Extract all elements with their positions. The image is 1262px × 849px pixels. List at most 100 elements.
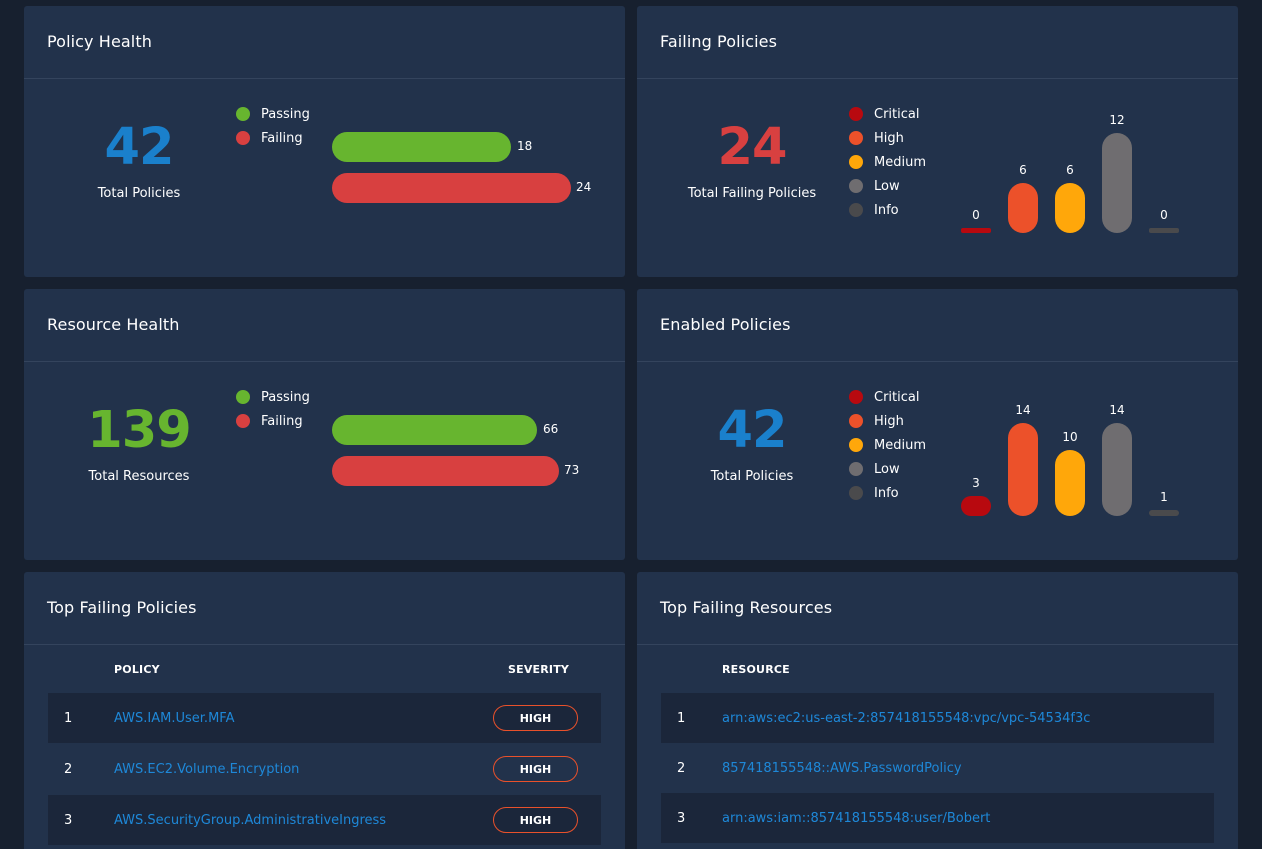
card-title: Enabled Policies <box>637 289 1238 362</box>
table-row[interactable]: 1 AWS.IAM.User.MFA HIGH <box>48 693 601 743</box>
legend-item-low[interactable]: Low <box>849 457 926 481</box>
low-bar[interactable] <box>1102 423 1132 516</box>
info-bar-value: 0 <box>1160 208 1168 222</box>
info-bar-value: 1 <box>1160 490 1168 504</box>
row-number: 1 <box>64 710 73 726</box>
high-bar[interactable] <box>1008 423 1038 516</box>
failing-bar-value: 24 <box>576 180 592 194</box>
card-title: Top Failing Resources <box>637 572 1238 645</box>
severity-badge: HIGH <box>493 705 578 731</box>
failing-policies-card: Failing Policies 24 Total Failing Polici… <box>637 6 1238 277</box>
legend: Critical High Medium Low Info <box>849 102 926 222</box>
legend-item-info[interactable]: Info <box>849 198 926 222</box>
total-enabled-label: Total Policies <box>710 469 794 484</box>
low-bar[interactable] <box>1102 133 1132 233</box>
failing-dot-icon <box>236 131 250 145</box>
table-row[interactable]: 1 arn:aws:ec2:us-east-2:857418155548:vpc… <box>661 693 1214 743</box>
passing-bar-value: 18 <box>517 139 533 153</box>
info-dot-icon <box>849 486 863 500</box>
table-row[interactable]: 2 AWS.EC2.Volume.Encryption HIGH <box>48 744 601 794</box>
total-resources-count: 139 <box>87 401 191 460</box>
policy-health-card: Policy Health 42 Total Policies Passing … <box>24 6 625 277</box>
legend-item-failing[interactable]: Failing <box>236 409 310 433</box>
legend: Critical High Medium Low Info <box>849 385 926 505</box>
critical-bar[interactable] <box>961 496 991 516</box>
column-header-resource[interactable]: RESOURCE <box>722 663 790 676</box>
failing-bar[interactable] <box>332 456 559 486</box>
row-number: 2 <box>677 760 686 776</box>
legend: Passing Failing <box>236 385 310 433</box>
passing-bar[interactable] <box>332 132 511 162</box>
legend-item-info[interactable]: Info <box>849 481 926 505</box>
legend-item-high[interactable]: High <box>849 126 926 150</box>
info-dot-icon <box>849 203 863 217</box>
failing-bar[interactable] <box>332 173 571 203</box>
total-resources-label: Total Resources <box>88 469 190 484</box>
critical-bar-value: 0 <box>972 208 980 222</box>
policy-link[interactable]: AWS.SecurityGroup.AdministrativeIngress <box>114 812 387 828</box>
severity-badge: HIGH <box>493 807 578 833</box>
resource-link[interactable]: arn:aws:iam::857418155548:user/Bobert <box>722 810 991 826</box>
low-bar-value: 14 <box>1109 403 1125 417</box>
table-row[interactable]: 2 857418155548::AWS.PasswordPolicy <box>661 743 1214 793</box>
column-header-policy[interactable]: POLICY <box>114 663 160 676</box>
card-title: Resource Health <box>24 289 625 362</box>
low-dot-icon <box>849 462 863 476</box>
total-failing-count: 24 <box>717 118 788 177</box>
critical-dot-icon <box>849 390 863 404</box>
total-enabled-count: 42 <box>717 401 788 460</box>
low-bar-value: 12 <box>1109 113 1125 127</box>
legend-item-failing[interactable]: Failing <box>236 126 310 150</box>
row-number: 3 <box>677 810 686 826</box>
legend: Passing Failing <box>236 102 310 150</box>
top-failing-policies-card: Top Failing Policies POLICY SEVERITY 1 A… <box>24 572 625 849</box>
legend-item-high[interactable]: High <box>849 409 926 433</box>
medium-dot-icon <box>849 438 863 452</box>
resource-link[interactable]: arn:aws:ec2:us-east-2:857418155548:vpc/v… <box>722 710 1091 726</box>
high-dot-icon <box>849 414 863 428</box>
table-row[interactable]: 3 AWS.SecurityGroup.AdministrativeIngres… <box>48 795 601 845</box>
card-title: Policy Health <box>24 6 625 79</box>
resource-link[interactable]: 857418155548::AWS.PasswordPolicy <box>722 760 962 776</box>
legend-item-medium[interactable]: Medium <box>849 150 926 174</box>
critical-dot-icon <box>849 107 863 121</box>
severity-badge: HIGH <box>493 756 578 782</box>
policy-link[interactable]: AWS.IAM.User.MFA <box>114 710 235 726</box>
high-bar-value: 14 <box>1015 403 1031 417</box>
medium-bar-value: 6 <box>1066 163 1074 177</box>
legend-item-medium[interactable]: Medium <box>849 433 926 457</box>
failing-dot-icon <box>236 414 250 428</box>
legend-item-passing[interactable]: Passing <box>236 385 310 409</box>
column-header-severity[interactable]: SEVERITY <box>508 663 570 676</box>
high-bar-value: 6 <box>1019 163 1027 177</box>
legend-item-critical[interactable]: Critical <box>849 385 926 409</box>
critical-bar[interactable] <box>961 228 991 233</box>
resource-health-card: Resource Health 139 Total Resources Pass… <box>24 289 625 560</box>
total-policies-count: 42 <box>104 118 175 177</box>
legend-item-critical[interactable]: Critical <box>849 102 926 126</box>
table-row[interactable]: 3 arn:aws:iam::857418155548:user/Bobert <box>661 793 1214 843</box>
medium-bar[interactable] <box>1055 450 1085 516</box>
row-number: 3 <box>64 812 73 828</box>
row-number: 1 <box>677 710 686 726</box>
card-title: Top Failing Policies <box>24 572 625 645</box>
medium-bar[interactable] <box>1055 183 1085 233</box>
legend-item-passing[interactable]: Passing <box>236 102 310 126</box>
low-dot-icon <box>849 179 863 193</box>
card-title: Failing Policies <box>637 6 1238 79</box>
legend-item-low[interactable]: Low <box>849 174 926 198</box>
top-failing-resources-card: Top Failing Resources RESOURCE 1 arn:aws… <box>637 572 1238 849</box>
critical-bar-value: 3 <box>972 476 980 490</box>
passing-bar[interactable] <box>332 415 537 445</box>
enabled-policies-card: Enabled Policies 42 Total Policies Criti… <box>637 289 1238 560</box>
medium-dot-icon <box>849 155 863 169</box>
passing-bar-value: 66 <box>543 422 559 436</box>
high-bar[interactable] <box>1008 183 1038 233</box>
high-dot-icon <box>849 131 863 145</box>
failing-bar-value: 73 <box>564 463 580 477</box>
policy-link[interactable]: AWS.EC2.Volume.Encryption <box>114 761 300 777</box>
info-bar[interactable] <box>1149 228 1179 233</box>
passing-dot-icon <box>236 107 250 121</box>
total-failing-label: Total Failing Policies <box>687 186 817 201</box>
info-bar[interactable] <box>1149 510 1179 516</box>
